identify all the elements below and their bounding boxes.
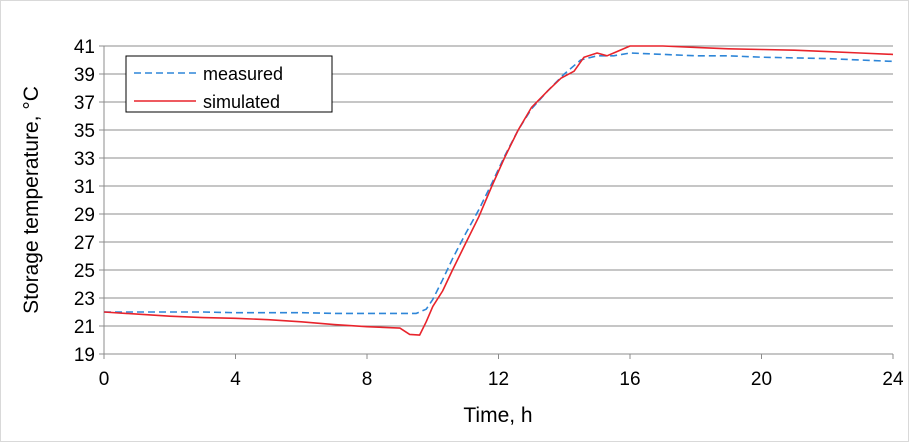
y-tick-label: 21 — [74, 317, 95, 338]
y-tick-label: 23 — [74, 289, 95, 310]
y-tick-label: 27 — [74, 233, 95, 254]
series-line-simulated — [103, 45, 894, 336]
x-axis-label: Time, h — [463, 404, 532, 427]
series-lines — [103, 45, 894, 336]
legend-box — [125, 55, 333, 113]
legend: measured simulated — [125, 55, 333, 113]
x-tick-label: 24 — [882, 369, 904, 390]
y-tick-label: 41 — [74, 37, 95, 58]
y-tick-label: 37 — [74, 93, 95, 114]
y-tick-label: 19 — [74, 345, 95, 366]
legend-label-measured: measured — [203, 64, 283, 84]
tick-labels: 19 21 23 25 27 29 31 33 35 37 39 41 0 4 8 12 16 20 24 — [74, 37, 904, 390]
y-tick-label: 31 — [74, 177, 95, 198]
y-tick-label: 35 — [74, 121, 95, 142]
y-tick-label: 29 — [74, 205, 95, 226]
legend-label-simulated: simulated — [203, 92, 280, 112]
y-tick-label: 33 — [74, 149, 95, 170]
series-line-measured — [104, 52, 894, 315]
x-tick-label: 8 — [362, 369, 373, 390]
x-tick-label: 16 — [619, 369, 640, 390]
x-tick-label: 0 — [99, 369, 110, 390]
x-tick-label: 12 — [488, 369, 509, 390]
x-tick-label: 20 — [751, 369, 772, 390]
axes — [99, 45, 894, 359]
gridlines — [104, 45, 893, 327]
y-tick-label: 39 — [74, 65, 95, 86]
y-axis-label: Storage temperature, °C — [20, 86, 43, 314]
x-tick-label: 4 — [230, 369, 241, 390]
y-tick-label: 25 — [74, 261, 95, 282]
